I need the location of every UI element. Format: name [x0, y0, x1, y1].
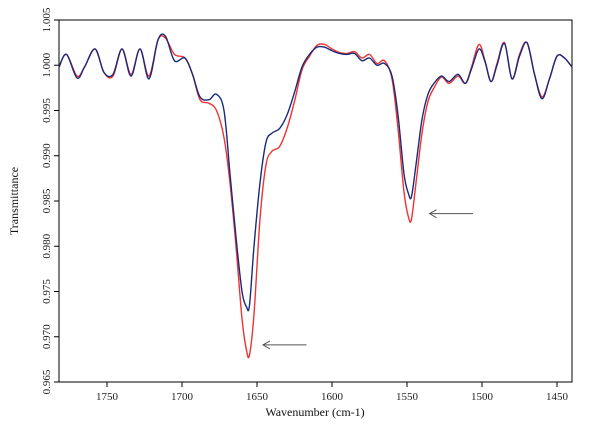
y-tick-label: 0.985 — [41, 188, 53, 213]
x-axis-title: Wavenumber (cm-1) — [265, 405, 364, 419]
x-tick-label: 1750 — [96, 391, 119, 403]
x-tick-label: 1500 — [471, 391, 494, 403]
x-tick-label: 1700 — [171, 391, 194, 403]
x-tick-label: 1450 — [546, 391, 569, 403]
x-tick-label: 1650 — [246, 391, 269, 403]
y-tick-label: 1.000 — [41, 52, 53, 77]
y-tick-label: 0.995 — [41, 98, 53, 123]
series-layer — [58, 33, 573, 359]
y-axis-title: Transmittance — [7, 167, 21, 235]
y-tick-label: 0.980 — [41, 233, 53, 258]
y-axis: 0.965 0.970 0.975 0.980 0.985 0.990 0.995 1.000… — [41, 7, 59, 394]
y-tick-label: 1.005 — [41, 7, 53, 32]
y-tick-label: 0.965 — [41, 369, 53, 394]
x-axis: 1750 1700 1650 1600 1550 1500 1450 — [96, 382, 569, 403]
y-tick-label: 0.990 — [41, 143, 53, 168]
spectrum-line-2 — [58, 33, 573, 312]
y-tick-label: 0.975 — [41, 279, 53, 304]
arrow-annotation — [428, 209, 473, 219]
spectrum-line-1 — [58, 35, 573, 359]
arrow-annotation — [261, 340, 307, 350]
y-tick-label: 0.970 — [41, 324, 53, 349]
x-tick-label: 1550 — [396, 391, 419, 403]
x-tick-label: 1600 — [321, 391, 344, 403]
annotation-layer — [261, 209, 473, 350]
